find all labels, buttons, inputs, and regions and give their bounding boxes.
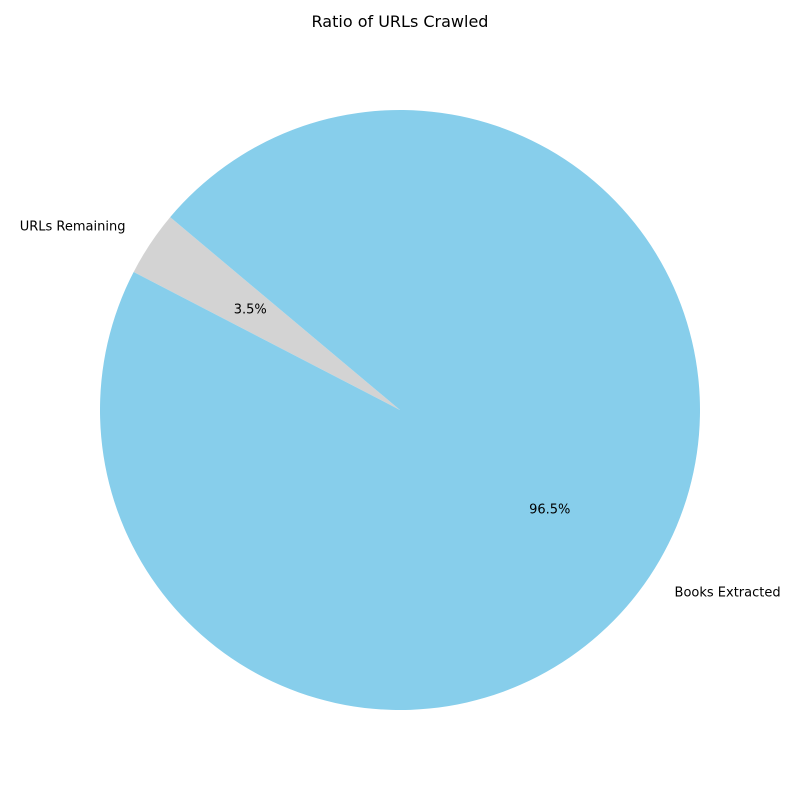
pie-percent-label-urls-remaining: 3.5% — [234, 303, 267, 318]
pie-category-label-urls-remaining: URLs Remaining — [20, 219, 126, 234]
pie-slice-books-extracted — [100, 109, 701, 710]
pie-percent-label-books-extracted: 96.5% — [529, 502, 570, 517]
pie-category-label-books-extracted: Books Extracted — [675, 586, 781, 601]
chart-title: Ratio of URLs Crawled — [312, 12, 489, 31]
pie-slices — [100, 109, 701, 710]
pie-slice-urls-remaining — [133, 217, 400, 410]
pie-labels: 3.5% URLs Remaining 96.5% Books Extracted — [20, 219, 781, 600]
